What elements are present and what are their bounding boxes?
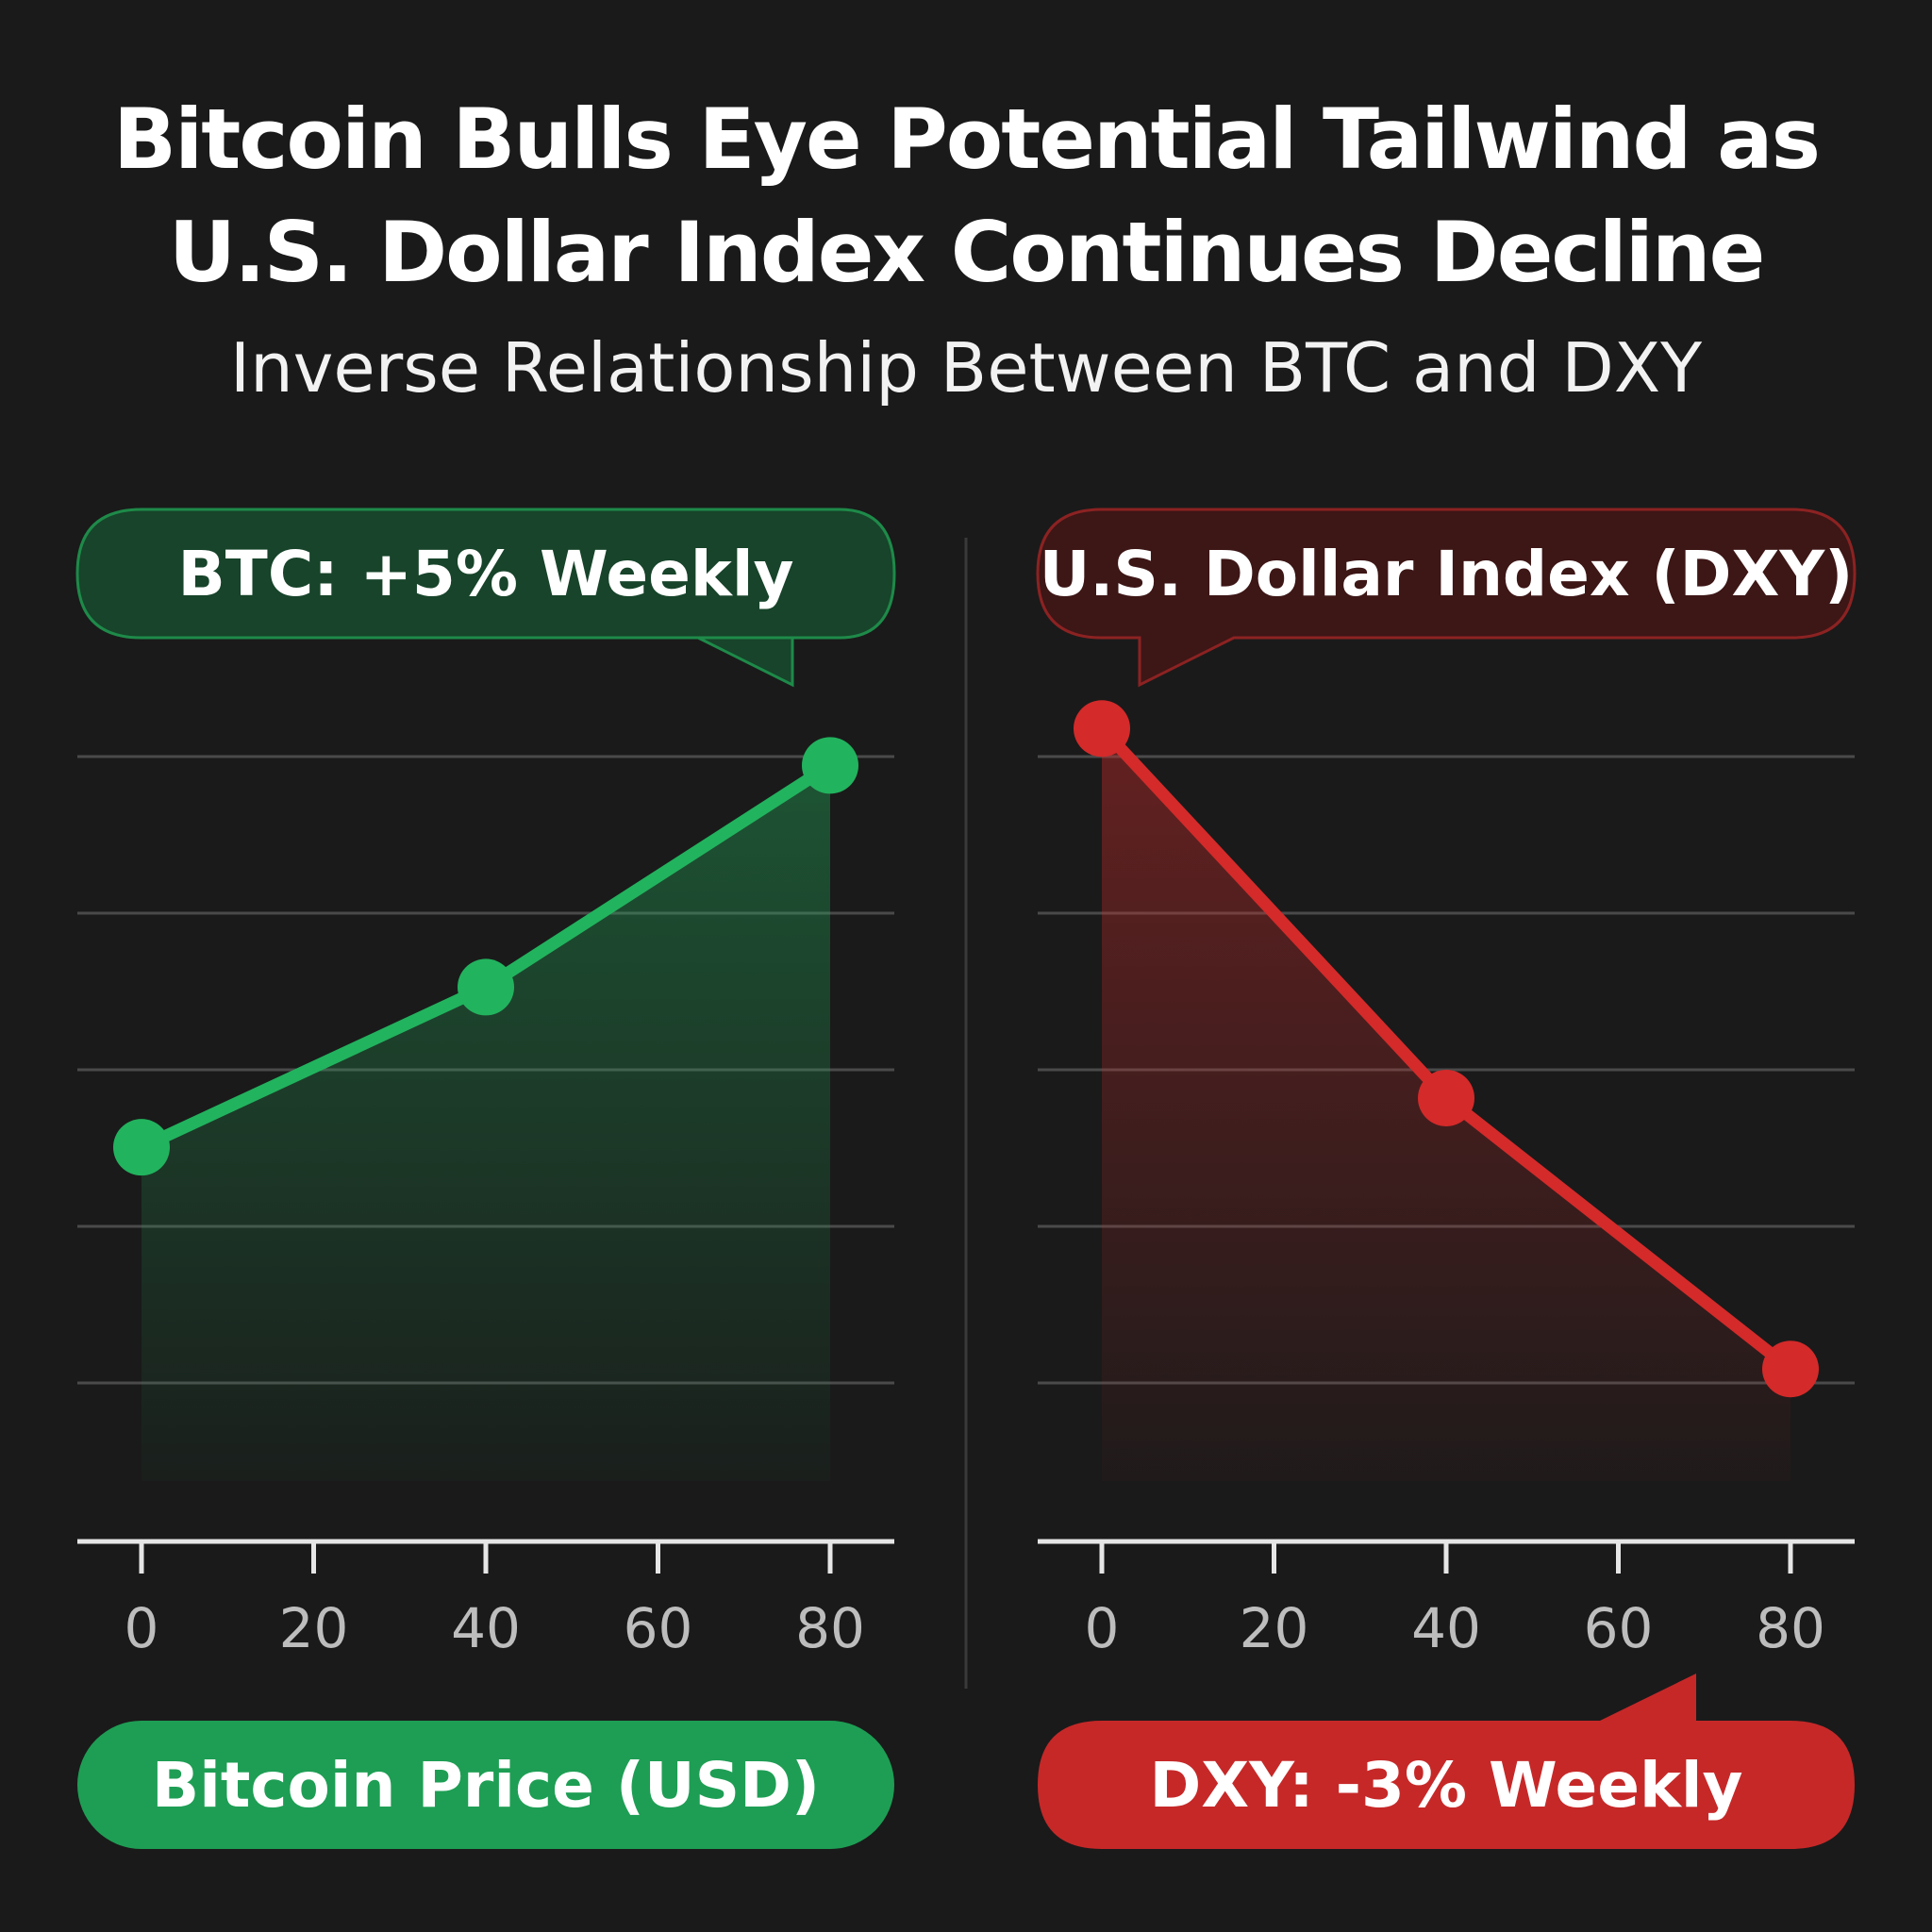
x-tick-label: 20 bbox=[279, 1596, 349, 1660]
dxy-panel: U.S. Dollar Index (DXY) 0 20 40 60 80 DXY: -… bbox=[1036, 508, 1857, 1849]
data-point bbox=[802, 737, 858, 794]
x-tick-label: 60 bbox=[1584, 1596, 1654, 1660]
dxy-series-pill bbox=[1038, 1674, 1855, 1849]
dxy-points bbox=[1074, 700, 1819, 1398]
x-tick-label: 0 bbox=[1085, 1596, 1120, 1660]
data-point bbox=[458, 958, 514, 1016]
data-point bbox=[1418, 1069, 1474, 1126]
x-tick-label: 0 bbox=[125, 1596, 159, 1660]
headline-line-1: Bitcoin Bulls Eye Potential Tailwind as bbox=[113, 91, 1821, 188]
x-tick-label: 80 bbox=[795, 1596, 865, 1660]
subtitle: Inverse Relationship Between BTC and DXY bbox=[229, 328, 1703, 408]
btc-series-pill bbox=[77, 1721, 894, 1849]
x-tick-label: 60 bbox=[624, 1596, 693, 1660]
btc-panel: BTC: +5% Weekly 0 20 40 60 80 Bitcoin Price … bbox=[75, 508, 896, 1849]
btc-x-ticks: 0 20 40 60 80 bbox=[125, 1541, 865, 1660]
btc-weekly-label: BTC: +5% Weekly bbox=[178, 538, 794, 610]
headline: Bitcoin Bulls Eye Potential Tailwind as … bbox=[0, 83, 1932, 309]
btc-series-label: Bitcoin Price (USD) bbox=[152, 1749, 820, 1822]
dxy-label-bubble bbox=[1036, 508, 1857, 688]
data-point bbox=[1074, 700, 1130, 758]
btc-points bbox=[113, 737, 858, 1176]
x-tick-label: 40 bbox=[451, 1596, 521, 1660]
x-tick-label: 80 bbox=[1756, 1596, 1825, 1660]
headline-line-2: U.S. Dollar Index Continues Decline bbox=[168, 204, 1766, 301]
dxy-index-label: U.S. Dollar Index (DXY) bbox=[1040, 538, 1854, 610]
data-point bbox=[1762, 1341, 1819, 1398]
data-point bbox=[113, 1119, 170, 1176]
btc-area-fill bbox=[142, 765, 830, 1481]
btc-label-bubble bbox=[75, 508, 896, 688]
dxy-series-label: DXY: -3% Weekly bbox=[1149, 1749, 1742, 1822]
dxy-x-ticks: 0 20 40 60 80 bbox=[1085, 1541, 1825, 1660]
x-tick-label: 20 bbox=[1240, 1596, 1309, 1660]
x-tick-label: 40 bbox=[1411, 1596, 1481, 1660]
